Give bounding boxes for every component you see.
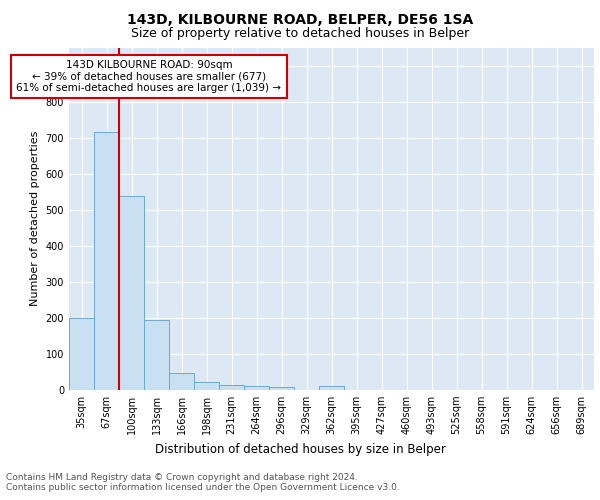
Text: Distribution of detached houses by size in Belper: Distribution of detached houses by size … [155,442,445,456]
Y-axis label: Number of detached properties: Number of detached properties [30,131,40,306]
Bar [319,386,344,390]
Bar [94,132,119,390]
Bar [244,386,269,390]
Text: 143D KILBOURNE ROAD: 90sqm
← 39% of detached houses are smaller (677)
61% of sem: 143D KILBOURNE ROAD: 90sqm ← 39% of deta… [17,60,281,93]
Bar [69,318,94,390]
Bar [169,373,194,390]
Bar [269,387,294,390]
Bar [219,385,244,390]
Text: Contains HM Land Registry data © Crown copyright and database right 2024.
Contai: Contains HM Land Registry data © Crown c… [6,472,400,492]
Text: 143D, KILBOURNE ROAD, BELPER, DE56 1SA: 143D, KILBOURNE ROAD, BELPER, DE56 1SA [127,12,473,26]
Bar [119,196,144,390]
Text: Size of property relative to detached houses in Belper: Size of property relative to detached ho… [131,28,469,40]
Bar [144,320,169,390]
Bar [194,382,219,390]
